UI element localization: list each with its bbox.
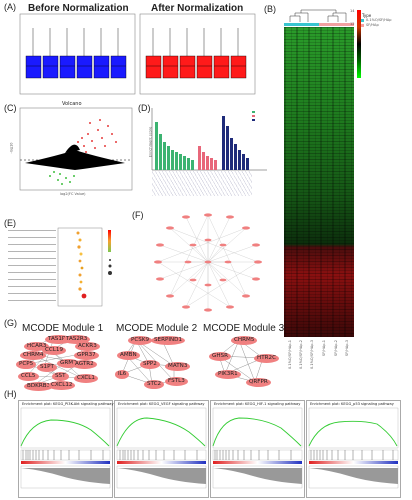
panel-label-e: (E) <box>4 218 16 228</box>
boxplot-before <box>19 13 136 95</box>
gsea-plot: Enrichment plot: KEGG_PI3K-Akt signaling… <box>18 400 114 498</box>
gene-node: HCAR3 <box>24 342 50 351</box>
sample-label: SF/HAp-2 <box>334 340 338 357</box>
module-3-title: MCODE Module 3 <box>203 323 285 334</box>
gsea-plot: Enrichment plot: KEGG_p53 signaling path… <box>306 400 401 498</box>
gsea-title: Enrichment plot: KEGG_PI3K-Akt signaling… <box>22 402 114 406</box>
gene-node: STC2 <box>144 380 165 389</box>
volcano-ylabel: -log10 <box>9 142 14 154</box>
module-3-nodes: CHRM5 GHSR HTR2C PIK3R1 QRFPR <box>205 334 285 389</box>
gsea-plot: Enrichment plot: KEGG_HIF-1 signaling pa… <box>210 400 305 498</box>
sample-label: SF/HAp-3 <box>345 340 349 357</box>
scale-label: 6 <box>352 61 355 65</box>
gsea-title: Enrichment plot: KEGG_VEGF signaling pat… <box>118 402 205 406</box>
legend-swatch-treated <box>359 19 364 22</box>
gene-node: GHSR <box>209 352 231 361</box>
scale-label: 14 <box>350 9 355 13</box>
gene-node: AMBN <box>117 351 140 360</box>
legend-item-treated: 0.1%O/SF/HAp <box>366 18 392 22</box>
heatmap-dendrogram <box>289 9 347 22</box>
gene-node: HTR2C <box>254 354 279 363</box>
sample-label: 0.1%O/SF/HAp-3 <box>310 340 314 369</box>
gene-node: GPR37 <box>74 351 99 360</box>
gene-node: CCL5 <box>18 372 39 381</box>
gene-node: IL6 <box>115 370 130 379</box>
gene-node: AGTR2 <box>72 360 97 369</box>
module-1-nodes: TAS1R3 TAS2R3 ACKR3 HCAR3 CCL19 CHRM4 GP… <box>8 334 100 391</box>
gene-node: PCP5 <box>16 360 37 369</box>
gene-node: CXCL12 <box>48 381 76 390</box>
panel-label-d: (D) <box>138 103 151 113</box>
scale-label: 8 <box>352 48 355 52</box>
kegg-dotplot <box>57 227 112 307</box>
gene-node: BDKRB1 <box>24 382 54 391</box>
gsea-curve <box>116 407 207 489</box>
scale-label: 4 <box>352 74 355 78</box>
heatmap-sample-labels: 0.1%O/SF/HAp-1 0.1%O/SF/HAp-2 0.1%O/SF/H… <box>284 340 354 382</box>
gene-node: TAS2R3 <box>63 335 91 344</box>
go-term-labels <box>152 171 252 196</box>
volcano-xlabel: log2(FC Value) <box>60 192 86 196</box>
ppi-network <box>154 213 262 312</box>
gene-node: ACKR3 <box>75 342 100 351</box>
legend-swatch-control <box>359 24 364 27</box>
gsea-plot: Enrichment plot: KEGG_VEGF signaling pat… <box>114 400 209 498</box>
panel-label-c: (C) <box>4 103 17 113</box>
gene-node: FSTL3 <box>165 377 188 386</box>
go-enrichment-bars <box>151 108 267 171</box>
heatmap-group-bar <box>284 23 354 26</box>
gene-node: S1PT <box>37 363 57 372</box>
heatmap-body <box>284 27 354 337</box>
gsea-title: Enrichment plot: KEGG_HIF-1 signaling pa… <box>214 402 301 406</box>
gene-node: SERPIND1 <box>151 336 186 345</box>
volcano-title: Volcano <box>62 101 82 107</box>
gene-node: CHRM5 <box>231 336 258 345</box>
panel-label-f: (F) <box>132 210 144 220</box>
sample-label: SF/HAp-1 <box>322 340 326 357</box>
panel-label-b: (B) <box>264 4 276 14</box>
gene-node: SST <box>52 372 69 381</box>
scale-label: 10 <box>350 35 355 39</box>
scale-label: 12 <box>350 22 355 26</box>
gene-node: GRM2 <box>57 359 80 368</box>
module-1-title: MCODE Module 1 <box>22 323 104 334</box>
sample-label: 0.1%O/SF/HAp-1 <box>288 340 292 369</box>
gene-node: MATN3 <box>165 362 191 371</box>
sample-label: 0.1%O/SF/HAp-2 <box>299 340 303 369</box>
gene-node: CCL19 <box>42 346 67 355</box>
gene-node: SPP2 <box>140 360 160 369</box>
boxplot-after <box>139 13 256 95</box>
legend-item-control: SF/HAp <box>366 23 379 27</box>
gene-node: PIK3R1 <box>215 370 241 379</box>
gsea-curve <box>308 407 399 489</box>
gsea-curve <box>20 407 111 489</box>
before-normalization-title: Before Normalization <box>28 3 129 14</box>
heatmap-colorscale <box>357 10 361 78</box>
panel-label-g: (G) <box>4 318 17 328</box>
gene-node: PCSK9 <box>128 336 153 345</box>
legend-type-title: Type <box>362 13 372 18</box>
volcano-plot <box>19 107 133 191</box>
module-2-title: MCODE Module 2 <box>116 323 198 334</box>
after-normalization-title: After Normalization <box>151 3 244 14</box>
panel-label-h: (H) <box>4 389 17 399</box>
gene-node: CXCL1 <box>74 374 98 383</box>
module-2-nodes: PCSK9 SERPIND1 AMBN SPP2 MATN3 IL6 FSTL3… <box>112 334 198 389</box>
gene-node: TAS1R3 <box>45 335 73 344</box>
gene-node: CHRM4 <box>20 351 47 360</box>
kegg-term-labels <box>8 230 56 304</box>
gsea-title: Enrichment plot: KEGG_p53 signaling path… <box>310 402 394 406</box>
gene-node: QRFPR <box>246 378 271 387</box>
panel-label-a: (A) <box>4 2 16 12</box>
gsea-curve <box>212 407 303 489</box>
